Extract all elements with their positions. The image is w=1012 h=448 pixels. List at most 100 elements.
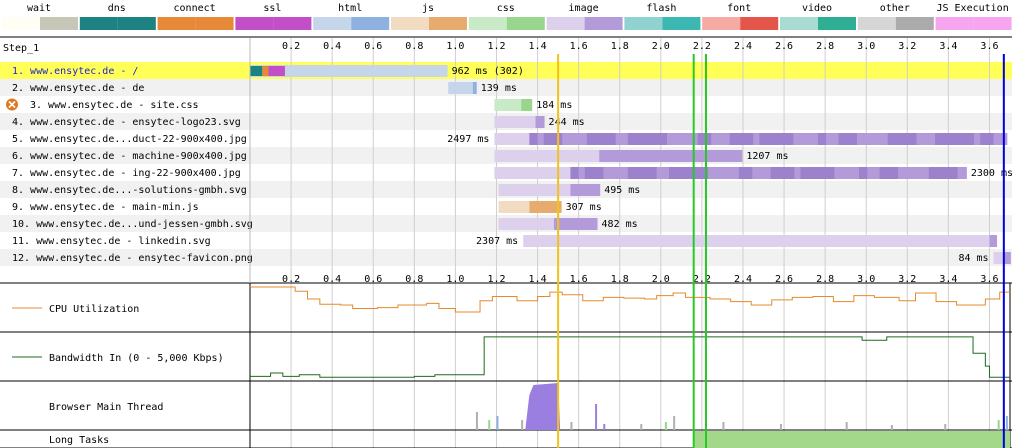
- request-bar-download: [570, 184, 601, 196]
- tick-label-bottom: 0.6: [364, 274, 382, 285]
- duration-label: 84 ms: [958, 253, 988, 264]
- tick-label-top: 1.8: [611, 41, 629, 52]
- request-bar-connect: [262, 66, 269, 76]
- request-bar-chunk: [729, 133, 754, 145]
- request-bar-chunk: [980, 133, 994, 145]
- tick-label-top: 0.4: [323, 41, 341, 52]
- request-bar-wait: [494, 133, 530, 145]
- request-label: 6. www.ensytec.de - machine-900x400.jpg: [12, 151, 247, 162]
- tick-label-top: 2.2: [693, 41, 711, 52]
- legend-swatch-light: [624, 17, 663, 30]
- tick-label-bottom: 1.4: [529, 274, 547, 285]
- main-thread-spike: [997, 420, 1000, 430]
- tick-label-top: 1.0: [446, 41, 464, 52]
- request-bar-dns: [250, 66, 263, 76]
- legend-swatch-light: [468, 17, 507, 30]
- request-bar-chunk: [584, 167, 604, 179]
- request-bar-wait: [523, 235, 990, 247]
- tick-label-top: 2.0: [652, 41, 670, 52]
- main-thread-spike: [521, 420, 524, 430]
- duration-label: 962 ms (302): [452, 66, 524, 77]
- legend-swatch-dark: [429, 17, 467, 30]
- request-bar-download: [989, 235, 998, 247]
- request-bar-wait: [250, 65, 448, 77]
- tick-label-top: 0.8: [405, 41, 423, 52]
- legend-swatch-light: [235, 17, 274, 30]
- legend-label-html: html: [338, 3, 362, 14]
- main-thread-spike: [570, 422, 573, 430]
- legend-swatch-dark: [273, 17, 312, 30]
- tick-label-bottom: 0.2: [282, 274, 300, 285]
- tick-label-top: 3.4: [939, 41, 957, 52]
- tick-label-bottom: 1.6: [570, 274, 588, 285]
- tick-label-bottom: 2.2: [693, 274, 711, 285]
- tick-label-top: 2.6: [775, 41, 793, 52]
- legend-swatch-light: [857, 17, 896, 30]
- request-bar-chunk: [838, 133, 857, 145]
- legend-swatch-dark: [117, 17, 156, 30]
- request-label: 2. www.ensytec.de - de: [12, 83, 144, 94]
- request-bar-wait: [498, 201, 530, 213]
- tick-label-top: 3.0: [857, 41, 875, 52]
- tick-label-bottom: 1.8: [611, 274, 629, 285]
- legend-swatch-light: [780, 17, 818, 30]
- request-bar-ssl: [268, 66, 285, 76]
- duration-label: 244 ms: [549, 117, 585, 128]
- request-bar-chunk: [879, 167, 899, 179]
- main-thread-spike: [640, 424, 643, 430]
- request-bar-chunk: [586, 133, 616, 145]
- duration-label: 1207 ms: [746, 151, 788, 162]
- tick-label-top: 0.6: [364, 41, 382, 52]
- request-bar-chunk: [817, 133, 827, 145]
- request-bar-chunk: [770, 167, 795, 179]
- request-bar-wait: [494, 116, 536, 128]
- legend-swatch-light: [2, 17, 40, 30]
- main-thread-spike: [722, 422, 725, 430]
- request-bar-chunk: [570, 167, 579, 179]
- request-bar-download: [1003, 252, 1011, 264]
- request-bar-download: [472, 82, 477, 94]
- request-label: 4. www.ensytec.de - ensytec-logo23.svg: [12, 117, 241, 128]
- tick-label-top: 1.2: [487, 41, 505, 52]
- request-bar-chunk: [887, 133, 917, 145]
- tick-label-bottom: 3.0: [857, 274, 875, 285]
- request-bar-download: [554, 218, 598, 230]
- legend-label-js-execution: JS Execution: [936, 3, 1008, 14]
- legend-label-wait: wait: [27, 3, 51, 14]
- legend-swatch-dark: [584, 17, 623, 30]
- duration-label: 495 ms: [604, 185, 640, 196]
- legend-label-ssl: ssl: [263, 3, 281, 14]
- tick-label-top: 2.4: [734, 41, 752, 52]
- request-label: 5. www.ensytec.de...duct-22-900x400.jpg: [12, 134, 247, 145]
- legend-swatch-dark: [662, 17, 701, 30]
- tick-label-top: 2.8: [816, 41, 834, 52]
- request-bar-chunk: [928, 167, 958, 179]
- request-bar-wait: [498, 184, 571, 196]
- request-bar-chunk: [738, 167, 753, 179]
- duration-label: 2497 ms: [447, 134, 489, 145]
- legend-swatch-light: [79, 17, 118, 30]
- legend-label-flash: flash: [646, 3, 676, 14]
- legend-swatch-light: [313, 17, 352, 30]
- main-thread-spike: [890, 425, 893, 430]
- bandwidth-line: [250, 336, 1010, 378]
- request-bar-wait: [448, 82, 473, 94]
- step-label: Step_1: [3, 43, 39, 54]
- request-bar-chunk: [543, 133, 563, 145]
- legend-swatch-dark: [195, 17, 234, 30]
- legend-swatch-light: [935, 17, 974, 30]
- cpu-label: CPU Utilization: [49, 304, 139, 315]
- legend-label-other: other: [880, 3, 910, 14]
- legend-label-js: js: [422, 3, 434, 14]
- legend-swatch-light: [546, 17, 585, 30]
- request-bar-wait: [494, 167, 571, 179]
- request-label: 12. www.ensytec.de - ensytec-favicon.png: [12, 253, 253, 264]
- tick-label-bottom: 0.8: [405, 274, 423, 285]
- tick-label-bottom: 2.0: [652, 274, 670, 285]
- bandwidth-label: Bandwidth In (0 - 5,000 Kbps): [49, 353, 224, 364]
- request-bar-chunk: [800, 167, 835, 179]
- request-bar-wait: [494, 99, 522, 111]
- request-bar-chunk: [627, 167, 657, 179]
- request-bar-download: [535, 116, 545, 128]
- row-background: [0, 79, 1012, 96]
